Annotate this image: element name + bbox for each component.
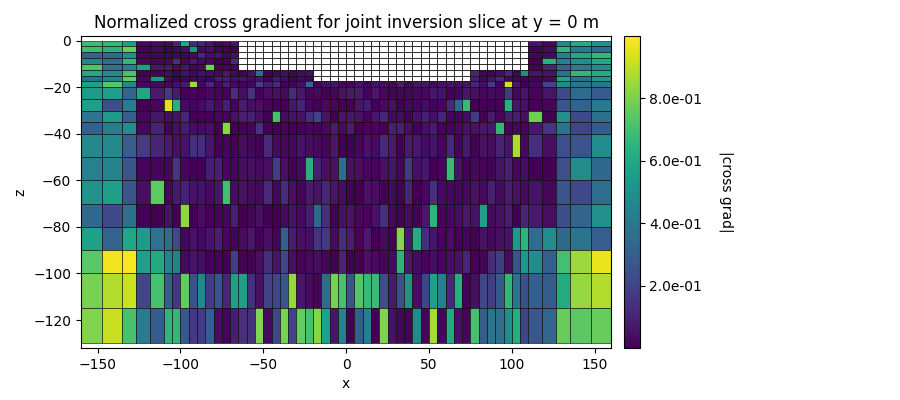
Y-axis label: z: z [14, 188, 28, 196]
Y-axis label: |cross grad|: |cross grad| [719, 151, 733, 233]
Title: Normalized cross gradient for joint inversion slice at y = 0 m: Normalized cross gradient for joint inve… [94, 14, 598, 32]
X-axis label: x: x [342, 377, 350, 391]
